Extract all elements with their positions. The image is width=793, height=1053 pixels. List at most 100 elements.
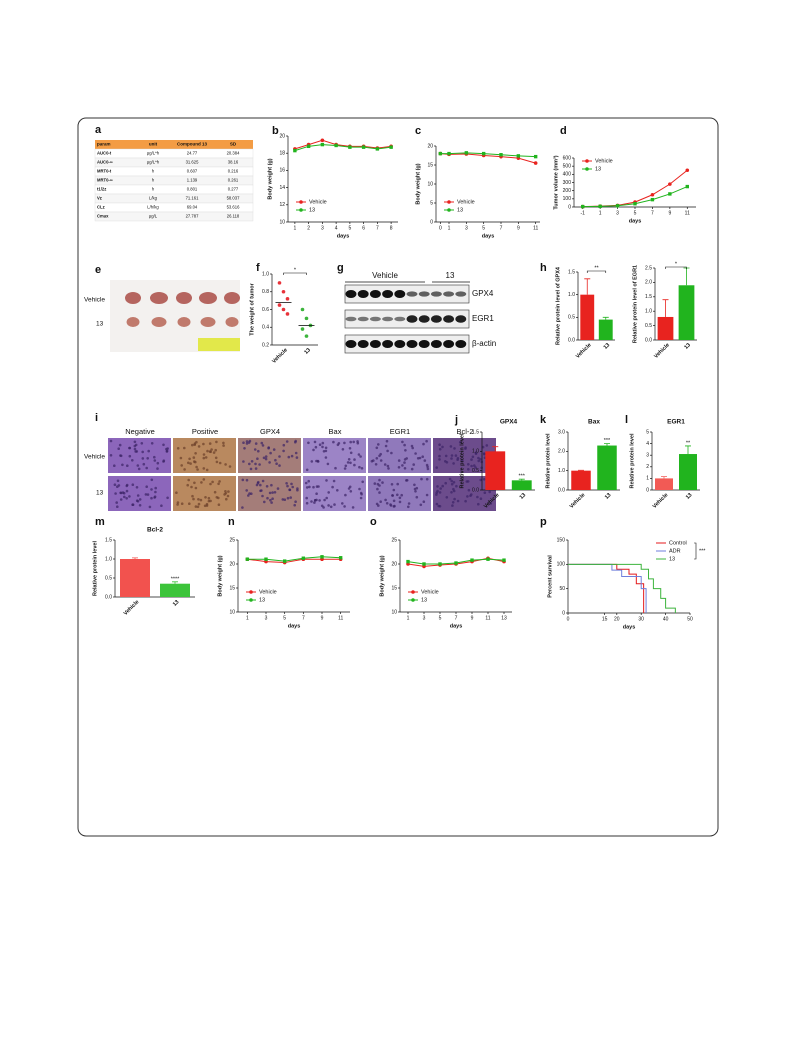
bar (679, 454, 697, 490)
blot-band (394, 290, 406, 298)
point (281, 307, 286, 312)
tumor (150, 292, 168, 304)
cell-nucleus (261, 494, 264, 498)
error-bar (132, 557, 138, 559)
cell-nucleus (349, 440, 353, 444)
cell-nucleus (438, 447, 442, 451)
y-tick-label: 200 (563, 188, 572, 194)
tumor (225, 317, 239, 327)
error-bar (602, 316, 609, 320)
legend-label: Vehicle (457, 199, 475, 205)
legend-label: Vehicle (421, 589, 439, 595)
cell-nucleus (441, 484, 445, 488)
cell-nucleus (188, 502, 191, 506)
cell-nucleus (378, 454, 381, 458)
cell-nucleus (413, 483, 416, 487)
y-tick-label: 2.0 (645, 280, 652, 286)
x-tick-label: 13 (303, 347, 312, 356)
x-tick-label: 7 (651, 210, 654, 216)
protein-label: EGR1 (472, 314, 494, 323)
cell-nucleus (146, 493, 150, 496)
blot-band (406, 340, 418, 348)
cell-nucleus (241, 506, 244, 509)
cell-nucleus (359, 455, 362, 458)
cell-nucleus (467, 463, 470, 466)
cell-nucleus (131, 503, 135, 507)
point (348, 145, 352, 149)
cell-nucleus (438, 491, 442, 494)
column-label: GPX4 (260, 427, 280, 436)
cell-nucleus (451, 504, 454, 507)
cell-nucleus (271, 491, 274, 494)
cell-nucleus (166, 447, 169, 450)
x-tick-label: 2 (307, 225, 310, 231)
point (685, 168, 690, 173)
cell-nucleus (313, 501, 316, 504)
cell-nucleus (190, 485, 193, 489)
cell-nucleus (202, 467, 206, 470)
cell-nucleus (187, 478, 190, 482)
y-tick-label: 3.0 (558, 429, 565, 435)
cell-nucleus (191, 443, 194, 447)
cell-nucleus (353, 463, 356, 467)
table-cell: 71.161 (186, 196, 199, 201)
cell-nucleus (195, 465, 198, 469)
table-cell: Vz (97, 196, 102, 201)
cell-nucleus (312, 448, 315, 452)
cell-nucleus (160, 504, 163, 508)
panel-letter: b (272, 125, 279, 137)
table-cell: 31.625 (186, 160, 199, 165)
x-tick-label: 30 (638, 616, 644, 622)
x-axis-label: days (337, 233, 350, 239)
cell-nucleus (423, 459, 427, 462)
x-tick-label: 13 (172, 599, 181, 608)
cell-nucleus (288, 488, 291, 492)
x-tick-label: 11 (485, 615, 490, 621)
table-cell: MRT0-t (97, 169, 112, 174)
cell-nucleus (180, 464, 183, 467)
panel-letter: f (256, 262, 260, 274)
cell-nucleus (422, 500, 426, 504)
bar (580, 294, 595, 340)
y-tick-label: 25 (391, 537, 397, 543)
cell-nucleus (450, 479, 454, 483)
table-cell: μg/L*h (147, 151, 160, 156)
cell-nucleus (308, 485, 311, 489)
chart-title: Bax (588, 419, 600, 426)
tumor (224, 292, 240, 304)
cell-nucleus (180, 502, 184, 506)
y-tick-label: 20 (391, 561, 397, 567)
panel-letter: l (625, 414, 628, 426)
y-tick-label: 5 (646, 429, 649, 435)
cell-nucleus (397, 466, 401, 469)
legend-marker (411, 590, 415, 594)
cell-nucleus (188, 457, 191, 461)
cell-nucleus (116, 505, 119, 509)
point (301, 556, 306, 560)
x-axis-label: days (288, 623, 301, 629)
cell-nucleus (282, 443, 286, 447)
cell-nucleus (285, 440, 289, 443)
cell-nucleus (435, 466, 439, 469)
y-tick-label: 300 (563, 180, 572, 186)
y-axis-label: Percent survival (547, 555, 553, 598)
y-tick-label: 1.5 (472, 429, 479, 435)
cell-nucleus (162, 443, 165, 447)
cell-nucleus (343, 441, 346, 445)
y-axis-label: Body weight (g) (217, 555, 223, 596)
panel-letter: d (560, 125, 567, 137)
blot-band (345, 316, 357, 322)
group-label: 13 (446, 271, 455, 280)
cell-nucleus (317, 485, 320, 488)
x-tick-label: 5 (348, 225, 351, 231)
x-tick-label: -1 (580, 210, 585, 216)
significance: *** (519, 474, 526, 480)
point (668, 182, 672, 186)
cell-nucleus (401, 440, 404, 444)
blot-band (382, 316, 394, 322)
y-tick-label: 1 (646, 476, 649, 482)
point (389, 145, 393, 149)
cell-nucleus (450, 491, 453, 494)
